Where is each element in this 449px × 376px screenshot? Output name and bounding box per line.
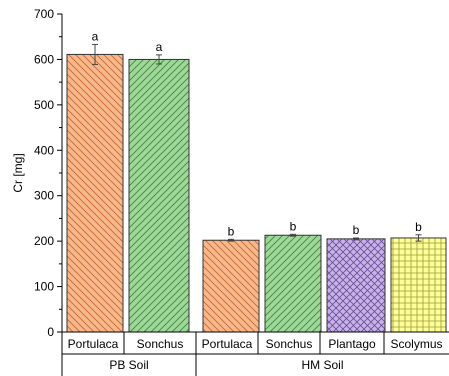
y-tick-label: 300 <box>34 189 54 203</box>
significance-letter: a <box>156 40 163 54</box>
bar-hm-soil-plantago <box>326 238 386 333</box>
significance-letter: a <box>92 29 99 43</box>
y-tick-label: 600 <box>34 52 54 66</box>
x-tick-label: Portulaca <box>202 337 253 351</box>
x-tick-label: Sonchus <box>266 337 313 351</box>
significance-letter: b <box>228 224 235 238</box>
x-tick-label: Portulaca <box>68 337 119 351</box>
x-axis: Portulaca Sonchus Portulaca Sonchus Plantago… <box>61 331 449 376</box>
y-tick-label: 200 <box>34 234 54 248</box>
y-axis: 0 100 200 300 400 500 600 700 <box>34 7 63 339</box>
bar-hm-soil-scolymus <box>390 237 447 333</box>
x-tick-label: Sonchus <box>137 337 184 351</box>
y-tick-label: 100 <box>34 280 54 294</box>
bar-hm-soil-sonchus <box>264 234 322 333</box>
y-tick-label: 400 <box>34 143 54 157</box>
y-tick-label: 0 <box>47 325 54 339</box>
x-tick-label: Plantago <box>328 337 376 351</box>
group-label: HM Soil <box>301 358 343 372</box>
bars-layer: a a b b b b <box>66 29 447 333</box>
bar-hm-soil-portulaca <box>202 239 260 333</box>
significance-letter: b <box>290 219 297 233</box>
significance-letter: b <box>353 223 360 237</box>
bar-pb-soil-sonchus <box>128 58 190 333</box>
bar-pb-soil-portulaca <box>66 53 124 333</box>
x-tick-label: Scolymus <box>390 337 442 351</box>
significance-letter: b <box>415 220 422 234</box>
y-tick-label: 700 <box>34 7 54 21</box>
y-tick-label: 500 <box>34 98 54 112</box>
y-axis-title: Cr [mg] <box>11 153 25 192</box>
group-label: PB Soil <box>109 358 148 372</box>
